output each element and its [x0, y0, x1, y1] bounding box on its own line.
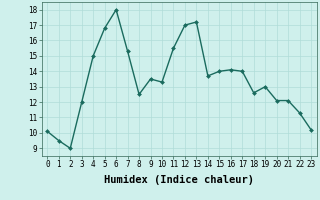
X-axis label: Humidex (Indice chaleur): Humidex (Indice chaleur): [104, 175, 254, 185]
